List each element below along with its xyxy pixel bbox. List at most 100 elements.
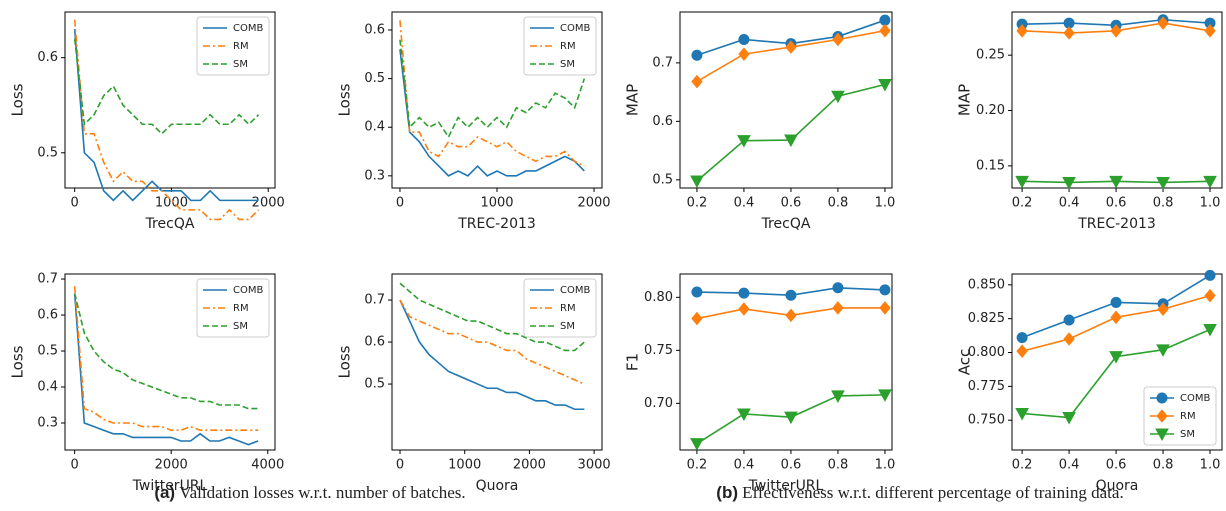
series-line	[399, 49, 585, 177]
marker	[690, 438, 704, 451]
plot-frame	[1011, 273, 1223, 451]
legend-label: COMB	[560, 23, 590, 34]
marker	[879, 284, 891, 296]
x-tick-label: 1000	[448, 458, 481, 473]
legend-marker	[1155, 428, 1169, 442]
x-tick-label: 0.6	[781, 458, 802, 473]
x-tick-label: 0.2	[687, 196, 708, 211]
marker	[785, 308, 797, 323]
y-tick-label: 0.7	[364, 293, 385, 308]
x-tick-label: 0	[71, 458, 79, 473]
x-axis-label: TREC-2013	[457, 216, 536, 232]
legend-label: SM	[233, 321, 248, 332]
marker	[1110, 310, 1122, 325]
marker	[1016, 344, 1028, 358]
marker	[691, 286, 703, 298]
legend-frame	[523, 16, 597, 76]
y-axis-label: MAP	[956, 84, 974, 116]
y-tick-label: 0.750	[968, 413, 1005, 428]
series-line	[399, 299, 585, 411]
marker	[1204, 288, 1216, 303]
x-axis-label: TrecQA	[145, 216, 195, 232]
x-axis-label: TwitterURL	[132, 478, 208, 494]
y-tick-label: 0.850	[968, 277, 1005, 292]
marker	[737, 135, 751, 148]
marker	[691, 74, 703, 89]
marker	[738, 47, 750, 61]
subplot: 0.2 0.4 0.6 0.8 1.0 0.70 0.75 0.80 TwitterURL F1	[624, 273, 896, 494]
x-tick-label: 0.4	[1059, 196, 1080, 211]
x-tick-label: 2000	[252, 196, 285, 211]
subplot: 0.2 0.4 0.6 0.8 1.0 0.750 0.775 0.800 0.825 0.850…	[956, 269, 1223, 494]
marker	[1109, 175, 1123, 189]
marker	[1016, 24, 1028, 38]
y-axis-label: Loss	[336, 83, 354, 116]
subplot: 0 1000 2000 0.3 0.4 0.5 0.6 TREC-2013 Loss COMB RM…	[336, 11, 611, 232]
y-axis-label: Loss	[9, 345, 27, 378]
legend-marker	[1156, 409, 1168, 423]
x-tick-label: 1.0	[1200, 196, 1221, 211]
x-tick-label: 0.4	[734, 458, 755, 473]
x-tick-label: 0.4	[1059, 458, 1080, 473]
y-axis-label: Loss	[9, 83, 27, 116]
x-tick-label: 1.0	[875, 458, 896, 473]
x-tick-label: 0.8	[828, 196, 849, 211]
x-tick-label: 1.0	[1200, 458, 1221, 473]
marker	[691, 311, 703, 326]
marker	[1015, 175, 1029, 189]
x-axis-label: TREC-2013	[1077, 216, 1156, 232]
y-tick-label: 0.5	[652, 172, 673, 187]
plot-frame	[64, 273, 276, 451]
legend-label: SM	[560, 321, 575, 332]
marker	[831, 390, 845, 403]
y-tick-label: 0.75	[644, 343, 673, 358]
marker	[785, 40, 797, 54]
marker	[1062, 176, 1076, 190]
series-line	[73, 286, 259, 432]
marker	[690, 175, 704, 189]
marker	[1063, 314, 1075, 326]
legend-frame	[523, 278, 597, 338]
marker	[1203, 324, 1217, 337]
marker	[879, 301, 891, 315]
y-tick-label: 0.4	[37, 380, 58, 395]
series-line	[399, 282, 585, 352]
legend-label: COMB	[1180, 393, 1210, 404]
y-axis-label: F1	[624, 353, 642, 371]
marker	[878, 79, 892, 92]
plot-frame	[1011, 11, 1223, 189]
legend-frame	[196, 16, 270, 76]
x-tick-label: 0.8	[1153, 196, 1174, 211]
y-tick-label: 0.4	[364, 120, 385, 135]
marker	[831, 90, 845, 104]
marker	[691, 49, 703, 61]
caption-label: (b)	[716, 483, 738, 502]
y-tick-label: 0.6	[364, 22, 385, 37]
legend-label: SM	[1180, 429, 1195, 440]
y-tick-label: 0.70	[644, 396, 673, 411]
y-tick-label: 0.6	[37, 308, 58, 323]
x-axis-label: TrecQA	[761, 216, 811, 232]
x-tick-label: 0.2	[1012, 458, 1033, 473]
x-tick-label: 2000	[577, 196, 610, 211]
legend-label: SM	[233, 59, 248, 70]
y-tick-label: 0.3	[364, 168, 385, 183]
subplot: 0.2 0.4 0.6 0.8 1.0 0.15 0.20 0.25 TREC-2013 MAP	[956, 11, 1223, 232]
series-line	[73, 293, 259, 410]
legend-marker	[1156, 392, 1168, 404]
y-tick-label: 0.825	[968, 311, 1005, 326]
y-axis-label: Loss	[336, 345, 354, 378]
caption-label: (a)	[154, 483, 175, 502]
x-tick-label: 0	[396, 458, 404, 473]
y-tick-label: 0.3	[37, 416, 58, 431]
x-tick-label: 4000	[251, 458, 284, 473]
x-tick-label: 1000	[155, 196, 188, 211]
marker	[738, 287, 750, 299]
marker	[832, 32, 844, 47]
series-line	[73, 38, 260, 135]
caption-b: (b) Effectiveness w.r.t. different perce…	[716, 483, 1123, 503]
y-tick-label: 0.80	[644, 290, 673, 305]
marker	[738, 302, 750, 316]
legend-label: RM	[233, 41, 249, 52]
